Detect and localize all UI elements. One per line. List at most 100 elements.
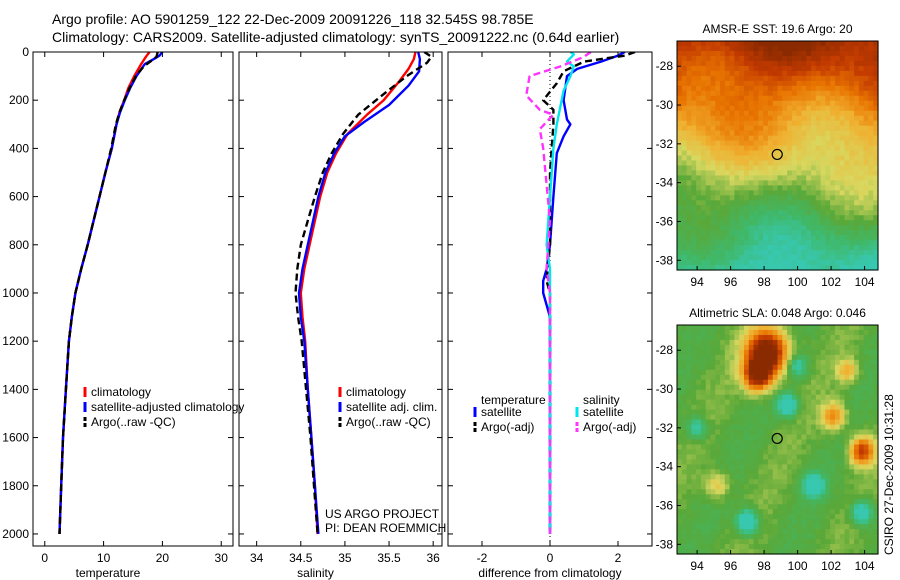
map-cell	[815, 524, 822, 530]
map-cell	[744, 85, 750, 92]
map-cell	[748, 379, 755, 386]
map-cell	[834, 414, 841, 421]
map-cell	[863, 195, 870, 201]
map-cell	[715, 41, 721, 47]
map-cell	[720, 140, 726, 147]
map-cell	[681, 100, 688, 107]
map-cell	[787, 399, 793, 406]
map-cell	[839, 369, 846, 376]
map-cell	[767, 504, 774, 510]
map-cell	[734, 344, 740, 351]
map-cell	[834, 479, 841, 485]
map-cell	[700, 55, 707, 62]
map-cell	[715, 524, 721, 530]
map-cell	[753, 150, 759, 157]
map-cell	[801, 414, 807, 421]
map-cell	[858, 150, 865, 157]
map-cell	[820, 334, 826, 341]
map-cell	[863, 105, 870, 112]
map-cell	[767, 170, 774, 177]
map-cell	[796, 120, 803, 127]
map-cell	[811, 404, 817, 411]
map-cell	[830, 115, 836, 122]
map-cell	[791, 205, 798, 211]
map-cell	[710, 519, 716, 525]
map-cell	[801, 170, 807, 177]
map-cell	[858, 70, 865, 77]
map-cell	[844, 479, 850, 485]
map-cell	[849, 230, 855, 236]
map-cell	[796, 334, 803, 341]
map-cell	[686, 454, 692, 461]
map-cell	[825, 349, 831, 356]
map-cell	[724, 155, 731, 162]
map-cell	[858, 514, 865, 520]
map-cell	[700, 135, 707, 142]
map-cell	[700, 464, 707, 470]
map-cell	[839, 389, 846, 396]
map-cell	[825, 130, 831, 137]
map-cell	[830, 349, 836, 356]
map-cell	[825, 235, 831, 241]
map-cell	[744, 175, 750, 181]
map-cell	[858, 454, 865, 461]
map-cell	[830, 364, 836, 371]
map-cell	[729, 65, 736, 72]
map-cell	[791, 55, 798, 62]
map-cell	[763, 215, 769, 221]
map-cell	[787, 240, 793, 246]
map-cell	[825, 65, 831, 72]
map-cell	[811, 389, 817, 396]
map-cell	[681, 499, 688, 505]
map-cell	[791, 384, 798, 391]
map-cell	[782, 529, 788, 535]
map-cell	[715, 474, 721, 480]
map-cell	[801, 50, 807, 57]
map-cell	[677, 70, 683, 77]
map-cell	[834, 494, 841, 500]
map-cell	[700, 504, 707, 510]
map-cell	[767, 130, 774, 137]
series-group	[525, 52, 636, 534]
map-cell	[758, 250, 764, 256]
map-cell	[715, 120, 721, 127]
map-cell	[720, 70, 726, 77]
map-cell	[677, 250, 683, 256]
map-cell	[820, 459, 826, 465]
map-cell	[758, 484, 764, 490]
map-cell	[777, 60, 783, 67]
map-cell	[801, 205, 807, 211]
map-cell	[811, 190, 817, 196]
map-cell	[839, 235, 846, 241]
map-cell	[767, 514, 774, 520]
map-cell	[825, 504, 831, 510]
map-cell	[715, 409, 721, 416]
map-cell	[791, 195, 798, 201]
map-cell	[748, 409, 755, 416]
map-cell	[844, 325, 850, 331]
map-cell	[691, 225, 697, 231]
map-cell	[844, 190, 850, 196]
map-cell	[729, 349, 736, 356]
map-cell	[691, 344, 697, 351]
map-cell	[863, 399, 870, 406]
map-cell	[763, 369, 769, 376]
map-cell	[825, 125, 831, 132]
map-cell	[681, 125, 688, 132]
map-cell	[767, 394, 774, 401]
map-cell	[715, 544, 721, 550]
map-cell	[777, 434, 783, 441]
map-cell	[691, 140, 697, 147]
map-cell	[720, 464, 726, 470]
map-cell	[863, 384, 870, 391]
map-cell	[681, 225, 688, 231]
map-cell	[858, 245, 865, 251]
map-cell	[758, 230, 764, 236]
map-cell	[782, 404, 788, 411]
map-cell	[863, 75, 870, 82]
map-cell	[696, 529, 702, 535]
map-cell	[763, 374, 769, 381]
map-cell	[811, 210, 817, 216]
map-cell	[767, 235, 774, 241]
map-cell	[739, 549, 745, 555]
